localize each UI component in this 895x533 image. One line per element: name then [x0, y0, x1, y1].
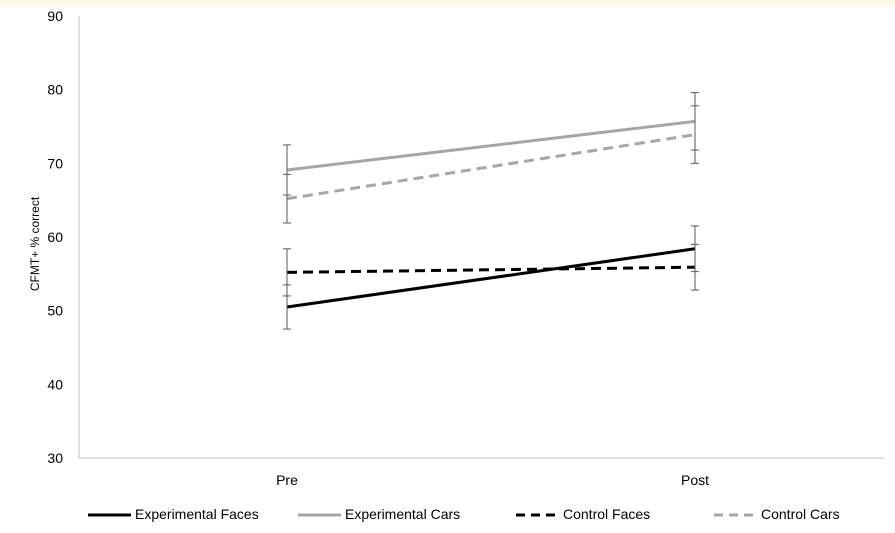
- series-line: [287, 267, 695, 272]
- series-control-faces: [283, 244, 699, 296]
- legend-item-control-cars: Control Cars: [714, 506, 840, 522]
- y-axis-label: CFMT+ % correct: [28, 196, 42, 291]
- error-bar: [691, 106, 699, 163]
- legend-label: Experimental Faces: [135, 506, 259, 522]
- series-line: [287, 121, 695, 170]
- legend: Experimental Faces Experimental Cars Contr…: [88, 506, 840, 522]
- y-tick-label: 70: [47, 155, 63, 171]
- legend-item-experimental-faces: Experimental Faces: [88, 506, 259, 522]
- x-tick-labels: Pre Post: [276, 472, 709, 488]
- top-strip: [0, 0, 895, 6]
- y-tick-label: 30: [47, 450, 63, 466]
- legend-label: Experimental Cars: [345, 506, 460, 522]
- y-tick-labels: 30 40 50 60 70 80 90: [47, 8, 63, 466]
- legend-item-control-faces: Control Faces: [516, 506, 650, 522]
- legend-item-experimental-cars: Experimental Cars: [298, 506, 460, 522]
- series-experimental-faces: [283, 226, 699, 329]
- legend-label: Control Faces: [563, 506, 650, 522]
- y-tick-label: 80: [47, 82, 63, 98]
- series-line: [287, 249, 695, 307]
- legend-label: Control Cars: [761, 506, 840, 522]
- y-tick-label: 40: [47, 376, 63, 392]
- y-tick-label: 90: [47, 8, 63, 24]
- axes: [79, 16, 884, 458]
- y-tick-label: 60: [47, 229, 63, 245]
- x-tick-label: Post: [681, 472, 709, 488]
- series-layer: [283, 93, 699, 329]
- x-tick-label: Pre: [276, 472, 298, 488]
- y-tick-label: 50: [47, 303, 63, 319]
